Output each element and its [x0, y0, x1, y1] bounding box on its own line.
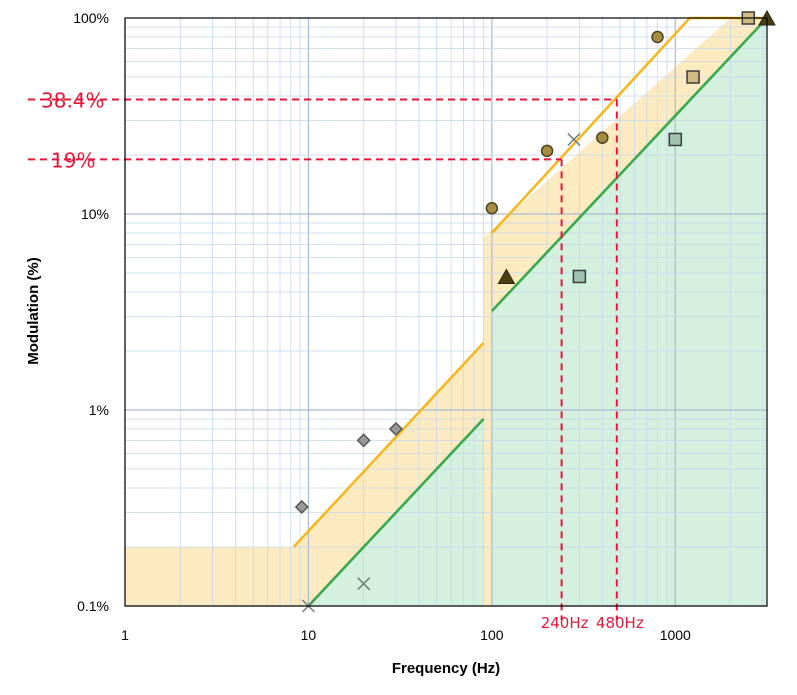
square-point: [572, 269, 587, 284]
square-point: [686, 70, 700, 84]
threshold-line: [307, 418, 485, 607]
y-tick-label: 1%: [89, 402, 109, 418]
diamond-point: [388, 421, 404, 437]
annotation-label-480hz: 480Hz: [596, 614, 644, 632]
annotation-label-38: 38.4%: [41, 88, 105, 112]
diamond-point: [294, 499, 309, 515]
y-axis-ticks: 0.1% 1% 10% 100%: [73, 10, 109, 614]
annotation-guides: 38.4% 19% 240Hz 480Hz: [28, 88, 644, 632]
circle-point: [485, 201, 499, 215]
x-axis-ticks: 1 10 100 1000: [121, 627, 691, 643]
triangle-point: [497, 268, 516, 284]
circle-point: [596, 131, 609, 144]
plot-frame: [124, 17, 768, 607]
x-axis-title: Frequency (Hz): [392, 660, 500, 677]
x-tick-label: 100: [480, 627, 504, 643]
y-tick-label: 0.1%: [77, 598, 109, 614]
threshold-line: [490, 17, 768, 312]
annotation-label-19: 19%: [51, 148, 95, 172]
x-tick-label: 1000: [660, 627, 691, 643]
circle-point: [651, 30, 664, 44]
threshold-line: [292, 342, 485, 548]
no-effect-region: [491, 18, 767, 606]
annotation-label-240hz: 240Hz: [541, 614, 589, 632]
y-axis-title: Modulation (%): [25, 257, 42, 364]
y-tick-label: 100%: [73, 10, 109, 26]
square-point: [668, 132, 683, 147]
x-tick-label: 1: [121, 627, 129, 643]
circle-point: [540, 144, 554, 158]
cross-point: [567, 132, 581, 147]
diamond-point: [356, 433, 371, 448]
cross-point: [357, 577, 371, 591]
x-tick-label: 10: [301, 627, 317, 643]
y-tick-label: 10%: [81, 206, 109, 222]
